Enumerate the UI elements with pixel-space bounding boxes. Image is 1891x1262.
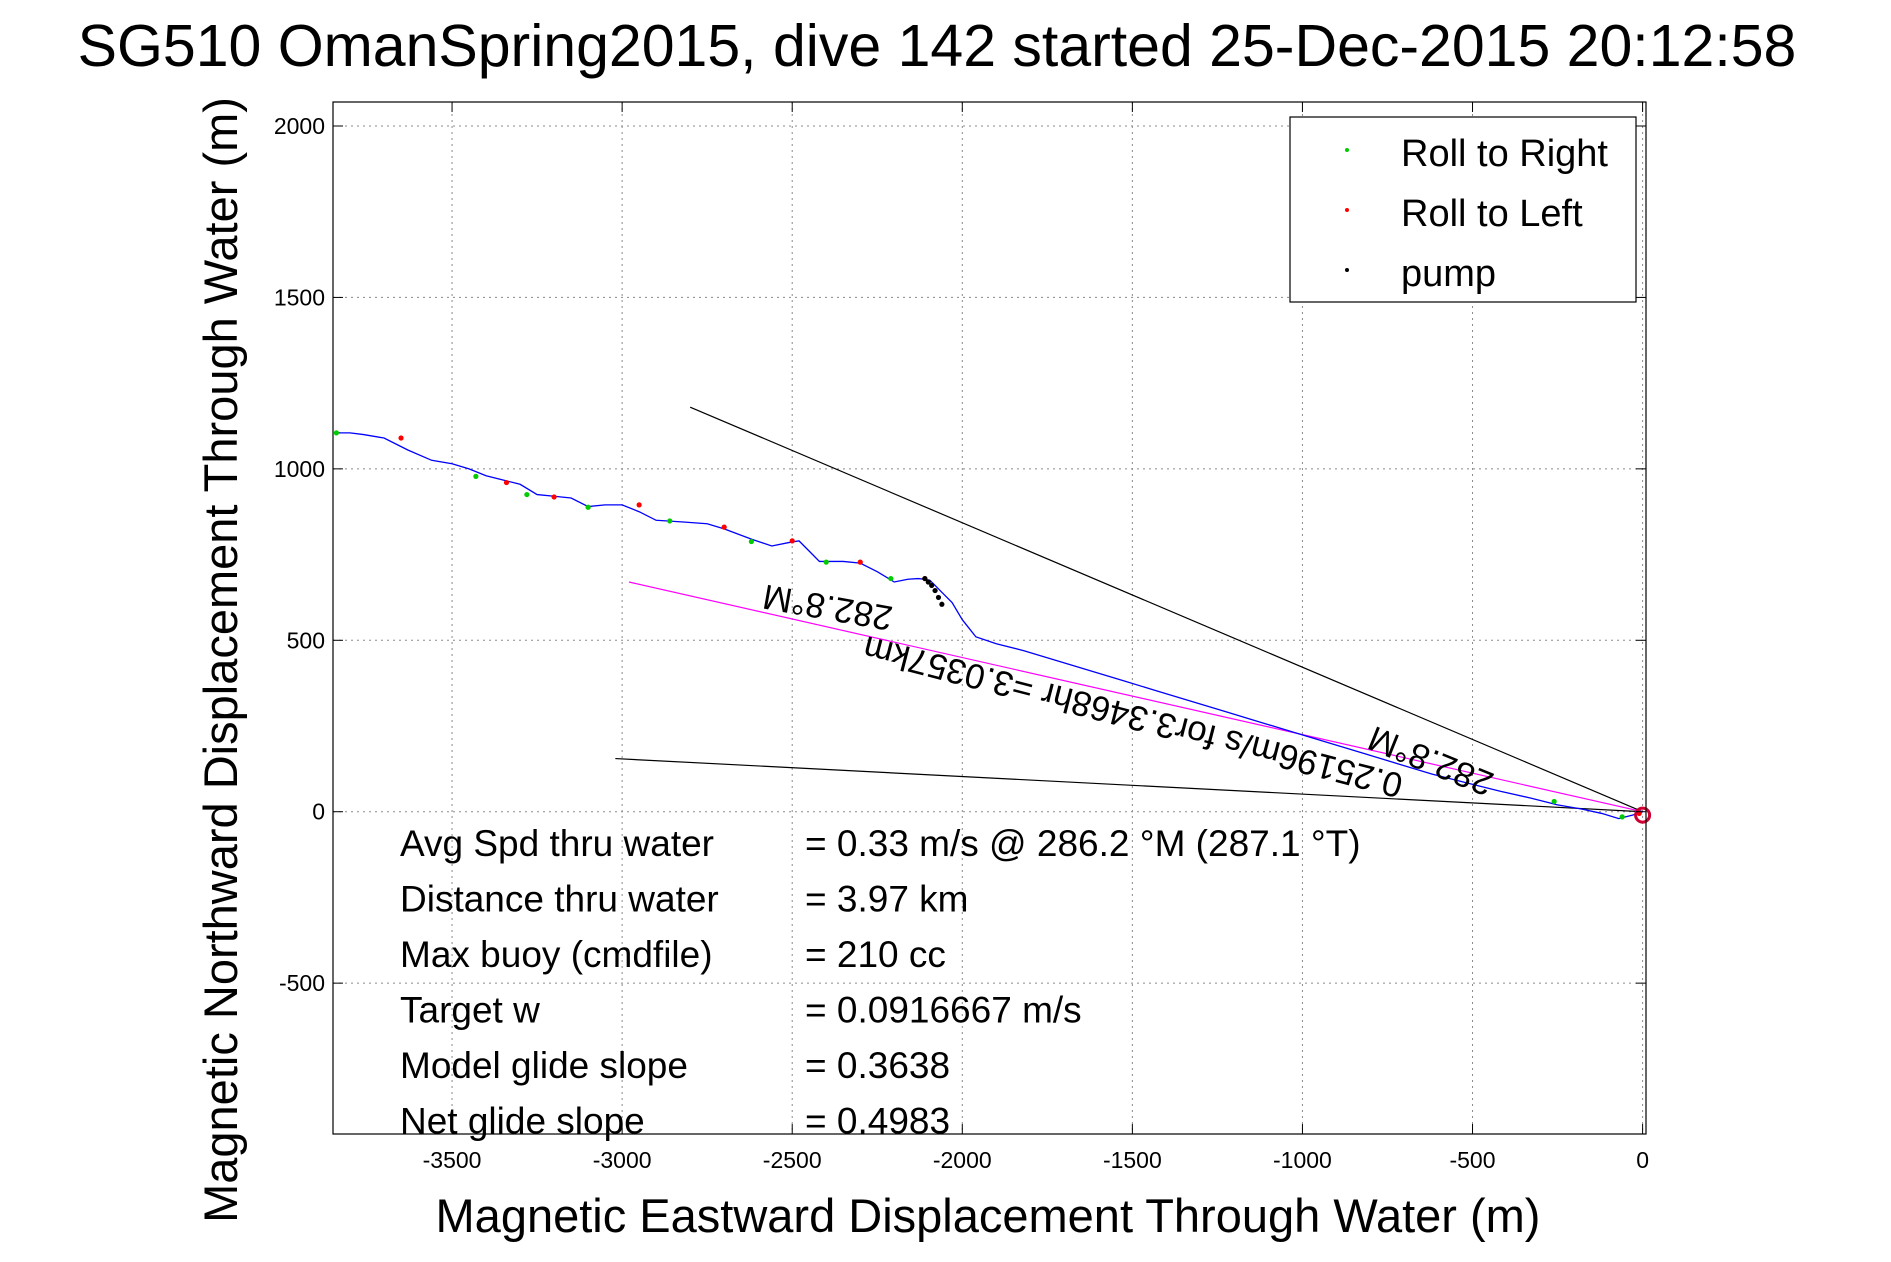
heading-annotation: 0.25196m/s for3.3468hr =3.0357km [859, 628, 1407, 805]
roll-to-right-point [473, 473, 479, 479]
chart-title: SG510 OmanSpring2015, dive 142 started 2… [78, 13, 1797, 79]
roll-to-right-point [333, 430, 340, 436]
pump-point [925, 579, 931, 585]
x-axis-label: Magnetic Eastward Displacement Through W… [436, 1189, 1541, 1242]
stat-value: = 0.4983 [805, 1101, 950, 1142]
x-tick-label: -1500 [1103, 1147, 1162, 1173]
x-tick-label: -2000 [933, 1147, 992, 1173]
legend-label: Roll to Left [1401, 193, 1583, 235]
heading-annotation: 282.8°M [760, 576, 896, 637]
roll-to-left-point [551, 494, 557, 500]
stat-label: Max buoy (cmdfile) [400, 934, 713, 975]
legend-label: pump [1401, 253, 1496, 295]
pump-point [922, 575, 928, 582]
y-axis-label: Magnetic Northward Displacement Through … [194, 97, 247, 1223]
plot-frame [332, 101, 1647, 1135]
legend-label: Roll to Right [1401, 133, 1608, 175]
legend-marker [1345, 208, 1349, 212]
reference-line [689, 406, 1643, 813]
reference-line [628, 581, 1643, 813]
track-line [336, 432, 1643, 820]
roll-to-left-point [398, 435, 404, 441]
y-tick-label: 1500 [274, 284, 325, 310]
y-tick-label: 2000 [274, 113, 325, 139]
stat-label: Target w [400, 990, 540, 1031]
roll-to-right-point [585, 504, 591, 510]
roll-to-left-point [789, 538, 795, 544]
roll-to-left-point [503, 479, 510, 486]
x-tick-label: 0 [1636, 1147, 1649, 1173]
roll-to-right-point [1551, 798, 1557, 805]
x-tick-label: -1000 [1273, 1147, 1332, 1173]
reference-line [615, 757, 1643, 813]
legend-marker [1345, 268, 1349, 272]
roll-to-left-point [636, 502, 642, 508]
y-tick-label: 1000 [274, 456, 325, 482]
stat-value: = 0.33 m/s @ 286.2 °M (287.1 °T) [805, 823, 1361, 864]
legend: Roll to Right Roll to Left pump [1289, 116, 1637, 303]
stats-block: Avg Spd thru water = 0.33 m/s @ 286.2 °M … [400, 823, 1361, 1142]
stat-label: Net glide slope [400, 1101, 645, 1142]
x-tick-label: -3000 [593, 1147, 652, 1173]
x-tick-label: -500 [1449, 1147, 1495, 1173]
stat-value: = 3.97 km [805, 879, 969, 920]
legend-marker [1345, 148, 1349, 152]
x-tick-label: -2500 [763, 1147, 822, 1173]
roll-to-right-point [823, 559, 829, 565]
y-tick-label: -500 [279, 970, 325, 996]
roll-to-right-point [524, 491, 530, 498]
roll-to-right-point [667, 518, 673, 524]
pump-point [935, 594, 942, 601]
surface-marker [1634, 806, 1652, 824]
pump-point [939, 601, 945, 607]
data-series [333, 430, 1652, 824]
pump-point [929, 582, 935, 589]
roll-to-right-point [1619, 814, 1625, 820]
roll-to-right-point [888, 575, 894, 582]
roll-to-left-point [857, 559, 863, 565]
y-tick-label: 500 [287, 627, 325, 653]
stat-value: = 0.0916667 m/s [805, 990, 1082, 1031]
annotations: 282.8°M0.25196m/s for3.3468hr =3.0357km2… [760, 576, 1499, 805]
stat-label: Avg Spd thru water [400, 823, 714, 864]
stat-value: = 210 cc [805, 934, 946, 975]
x-tick-label: -3500 [423, 1147, 482, 1173]
stat-label: Model glide slope [400, 1045, 688, 1086]
roll-to-right-point [748, 538, 754, 545]
stat-label: Distance thru water [400, 879, 719, 920]
grid-layer [333, 102, 1646, 1134]
pump-point [932, 587, 938, 594]
reference-lines [615, 406, 1643, 813]
y-tick-label: 0 [312, 799, 325, 825]
axis-ticks: -3500 -3000 -2500 -2000 -1500 -1000 -500 0 -500 0… [274, 102, 1649, 1173]
stat-value: = 0.3638 [805, 1045, 950, 1086]
roll-to-left-point [721, 524, 727, 530]
